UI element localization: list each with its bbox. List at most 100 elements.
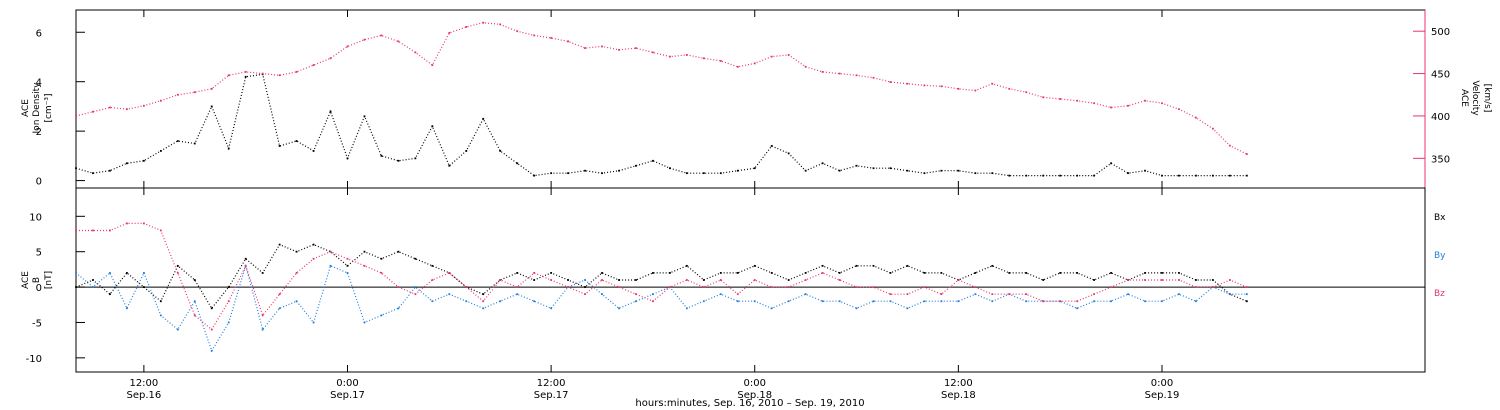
- bz-point: [176, 272, 179, 274]
- by-point: [92, 286, 94, 288]
- velocity-point: [635, 47, 637, 50]
- by-point: [1076, 307, 1079, 310]
- velocity-point: [1144, 99, 1146, 102]
- velocity-point: [482, 21, 485, 24]
- bz-point: [804, 279, 807, 281]
- bz-point: [940, 293, 943, 296]
- density-point: [736, 169, 739, 172]
- velocity-point: [770, 55, 773, 58]
- field-tick-label: -10: [26, 354, 42, 365]
- by-point: [1144, 300, 1146, 303]
- bz-point: [1245, 286, 1248, 288]
- bx-point: [974, 272, 977, 274]
- density-point: [1008, 174, 1011, 177]
- velocity-point: [1127, 104, 1129, 107]
- density-point: [821, 162, 824, 165]
- by-point: [855, 307, 858, 310]
- bx-point: [1195, 279, 1197, 281]
- velocity-point: [1059, 98, 1062, 100]
- bottom-axis-ticks: -10 -5 0 5 10: [26, 212, 85, 365]
- bz-point: [397, 286, 400, 288]
- bx-point: [126, 272, 128, 274]
- density-point: [533, 174, 536, 177]
- bz-point: [635, 293, 637, 296]
- bx-point: [736, 272, 739, 274]
- density-point: [397, 159, 400, 162]
- velocity-point: [906, 82, 909, 85]
- velocity-tick-label: 350: [1431, 154, 1450, 165]
- bx-point: [1110, 272, 1112, 274]
- density-point: [652, 159, 654, 162]
- density-point: [516, 162, 519, 165]
- time-tick-label: 12:00: [944, 378, 973, 389]
- velocity-tick-label: 500: [1431, 27, 1450, 38]
- bx-point: [431, 264, 434, 267]
- velocity-axis-title-line1: ACE: [1459, 89, 1469, 107]
- bz-point: [1025, 293, 1028, 296]
- velocity-tick-label: 450: [1431, 70, 1450, 81]
- velocity-point: [1110, 106, 1112, 109]
- by-point: [1127, 293, 1129, 296]
- bz-point: [855, 286, 858, 288]
- density-point: [431, 125, 434, 128]
- density-point: [906, 169, 909, 172]
- legend-bx: Bx: [1434, 213, 1446, 223]
- bx-point: [940, 272, 943, 274]
- bz-point: [448, 272, 451, 274]
- top-data-marks: [75, 21, 1248, 177]
- by-point: [872, 300, 875, 303]
- date-tick-label: Sep.18: [941, 390, 976, 401]
- velocity-point: [889, 81, 892, 83]
- bx-point: [1059, 272, 1062, 274]
- by-point: [770, 307, 773, 310]
- legend-by: By: [1434, 251, 1446, 261]
- velocity-axis-title-line2: Velocity: [1470, 80, 1480, 116]
- bz-point: [838, 279, 841, 281]
- bz-point: [618, 286, 620, 288]
- velocity-point: [550, 37, 553, 39]
- density-tick-label: 6: [36, 28, 42, 39]
- velocity-point: [295, 70, 298, 73]
- velocity-point: [193, 91, 196, 94]
- velocity-point: [210, 87, 213, 90]
- bx-point: [601, 272, 603, 274]
- velocity-point: [227, 74, 230, 77]
- bx-point: [176, 264, 179, 267]
- bx-point: [635, 279, 637, 281]
- velocity-point: [567, 40, 569, 43]
- by-point: [957, 300, 960, 303]
- by-series: [75, 263, 1248, 353]
- bx-point: [210, 307, 213, 310]
- by-point: [1178, 293, 1180, 296]
- bz-point: [380, 272, 383, 274]
- density-point: [176, 140, 179, 142]
- by-point: [499, 300, 502, 303]
- velocity-point: [1245, 153, 1248, 155]
- bx-point: [753, 264, 756, 267]
- by-point: [906, 307, 909, 310]
- bz-point: [193, 314, 196, 317]
- bz-point: [702, 286, 705, 288]
- by-point: [295, 300, 298, 303]
- density-point: [991, 172, 994, 175]
- velocity-point: [244, 70, 247, 73]
- density-point: [1042, 174, 1045, 177]
- velocity-point: [804, 65, 807, 68]
- field-axis-title-line1: ACE: [21, 271, 31, 289]
- velocity-trace: [75, 22, 1248, 155]
- bz-point: [278, 293, 281, 296]
- bx-point: [397, 250, 400, 253]
- by-point: [974, 293, 977, 296]
- by-point: [533, 300, 536, 303]
- velocity-point: [312, 64, 315, 66]
- by-point: [482, 307, 485, 310]
- velocity-point: [414, 51, 417, 54]
- bz-point: [1161, 279, 1163, 281]
- time-axis-labels: 12:00Sep.160:00Sep.1712:00Sep.170:00Sep.…: [126, 10, 1179, 401]
- density-point: [1025, 174, 1028, 177]
- velocity-point: [1042, 96, 1045, 99]
- field-tick-label: -5: [32, 318, 42, 329]
- density-point: [142, 159, 145, 162]
- velocity-point: [448, 31, 451, 34]
- bx-point: [244, 257, 247, 260]
